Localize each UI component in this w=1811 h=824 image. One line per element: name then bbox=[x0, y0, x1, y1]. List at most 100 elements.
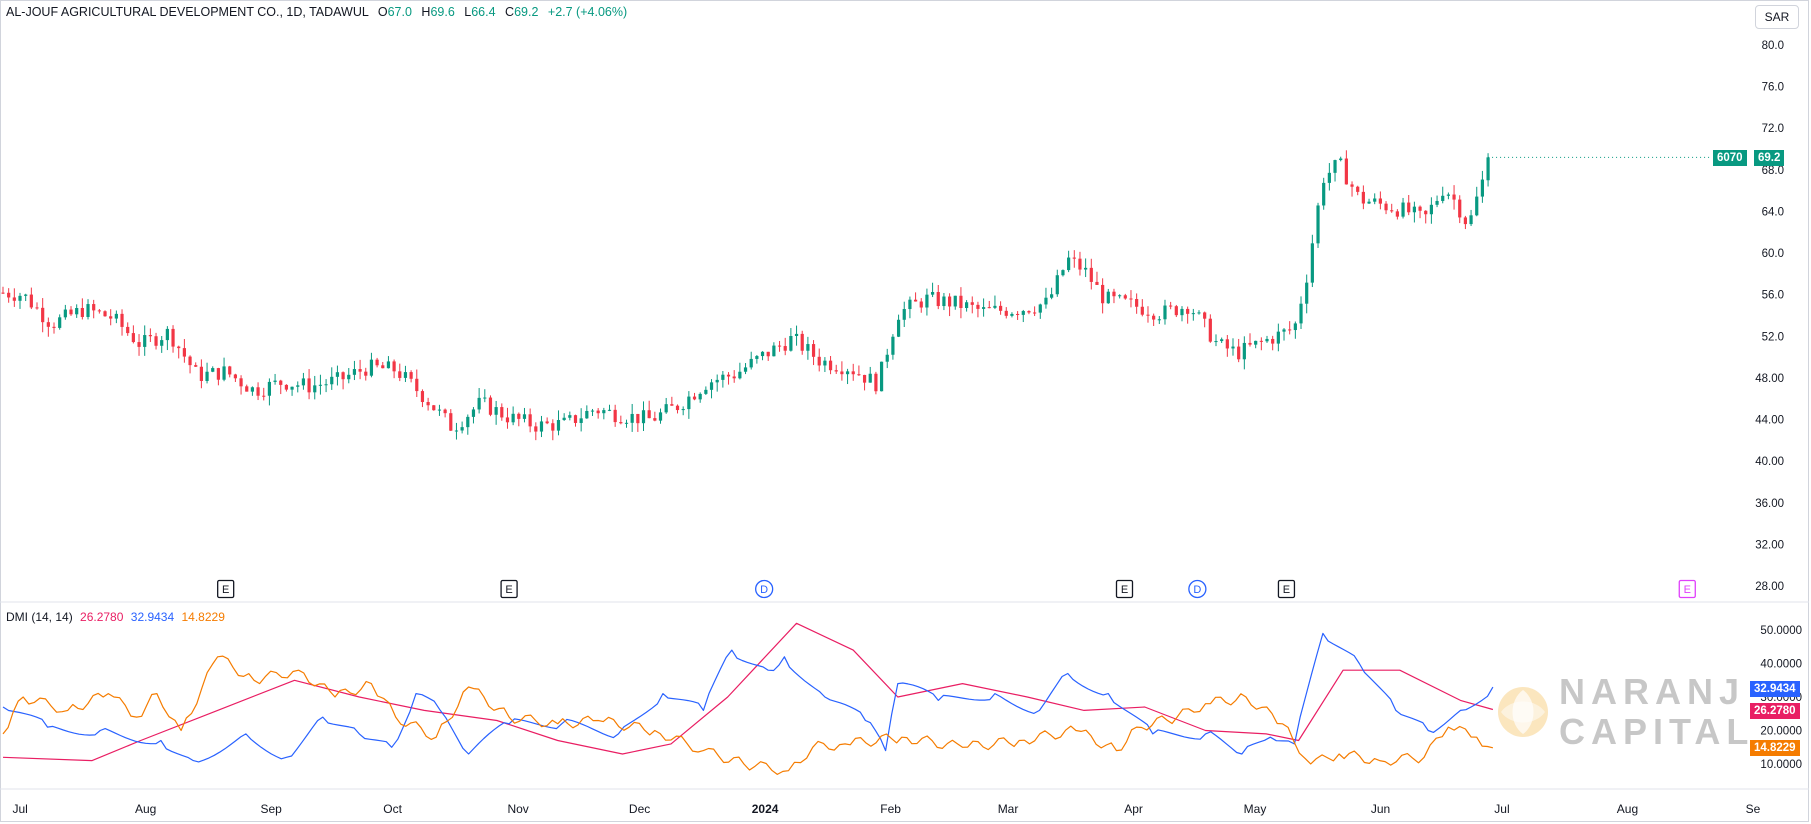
earnings-marker-label: E bbox=[222, 584, 229, 596]
candle-body bbox=[613, 409, 617, 423]
candle-body bbox=[165, 328, 169, 341]
candle-body bbox=[999, 305, 1003, 311]
candle-body bbox=[828, 360, 833, 371]
candle-body bbox=[46, 322, 50, 327]
time-axis-label: Jun bbox=[1371, 802, 1390, 816]
candle-body bbox=[534, 426, 538, 432]
dmi-legend[interactable]: DMI (14, 14) 26.2780 32.9434 14.8229 bbox=[6, 610, 225, 624]
candle-body bbox=[1123, 295, 1127, 299]
candle-body bbox=[636, 413, 640, 424]
candle-body bbox=[579, 418, 583, 423]
candle-body bbox=[1475, 196, 1479, 216]
dmi-name: DMI (14, 14) bbox=[6, 610, 73, 624]
candle-body bbox=[437, 409, 442, 411]
candle-body bbox=[675, 405, 680, 411]
candle-body bbox=[177, 346, 181, 349]
candle-body bbox=[1174, 306, 1178, 316]
currency-button[interactable]: SAR bbox=[1755, 5, 1799, 29]
candle-body bbox=[874, 373, 878, 392]
price-axis-tick: 52.0 bbox=[1762, 331, 1784, 343]
candle-body bbox=[891, 336, 895, 355]
candle-body bbox=[154, 336, 158, 346]
candle-body bbox=[454, 430, 459, 432]
candle-body bbox=[1106, 291, 1110, 304]
candle-body bbox=[687, 396, 691, 410]
candle-body bbox=[1118, 295, 1122, 297]
symbol-name[interactable]: AL-JOUF AGRICULTURAL DEVELOPMENT CO. bbox=[6, 5, 280, 19]
candle-body bbox=[1486, 157, 1490, 181]
candle-body bbox=[500, 407, 504, 418]
candle-body bbox=[1288, 329, 1292, 331]
candle-body bbox=[1390, 210, 1394, 212]
candle-body bbox=[392, 361, 396, 372]
watermark-line-1: NARANJ bbox=[1559, 671, 1746, 712]
candle-body bbox=[1395, 211, 1399, 217]
candle-body bbox=[1021, 311, 1025, 315]
candle-body bbox=[1169, 305, 1173, 307]
candle-body bbox=[471, 409, 476, 417]
candle-body bbox=[925, 294, 929, 308]
candle-body bbox=[86, 304, 90, 317]
candle-body bbox=[783, 346, 787, 351]
earnings-marker-icon bbox=[1115, 579, 1134, 599]
candle-body bbox=[324, 384, 328, 386]
price-axis-tick: 60.0 bbox=[1762, 248, 1784, 260]
candle-body bbox=[1344, 158, 1348, 185]
candle-body bbox=[432, 405, 436, 411]
price-axis-tick: 32.00 bbox=[1755, 539, 1784, 551]
candle-body bbox=[511, 413, 515, 423]
candle-body bbox=[245, 386, 249, 392]
candle-body bbox=[1401, 202, 1405, 217]
candle-body bbox=[789, 335, 793, 351]
candle-body bbox=[823, 360, 827, 366]
candle-body bbox=[160, 340, 164, 346]
candle-body bbox=[1424, 210, 1428, 215]
candle-body bbox=[641, 410, 646, 424]
candle-body bbox=[590, 410, 595, 412]
open-label: O bbox=[377, 5, 388, 19]
candle-body bbox=[562, 417, 566, 421]
candle-body bbox=[1333, 160, 1337, 173]
candle-body bbox=[528, 414, 532, 427]
price-axis-tick: 28.00 bbox=[1755, 581, 1784, 593]
candle-body bbox=[18, 295, 22, 301]
candle-body bbox=[488, 397, 493, 415]
candle-body bbox=[760, 351, 765, 357]
candle-body bbox=[330, 376, 334, 385]
candle-body bbox=[1367, 201, 1371, 204]
low-label: L bbox=[464, 5, 472, 19]
candle-body bbox=[1452, 194, 1456, 200]
candle-body bbox=[1055, 275, 1059, 295]
candle-body bbox=[862, 374, 867, 383]
candle-body bbox=[1016, 313, 1020, 315]
candle-body bbox=[12, 297, 16, 301]
candle-body bbox=[1384, 203, 1388, 211]
candle-body bbox=[902, 309, 906, 320]
candle-body bbox=[1242, 342, 1246, 360]
earnings-marker-label: E bbox=[505, 584, 512, 596]
candle-body bbox=[800, 333, 804, 351]
price-axis-tick: 80.0 bbox=[1762, 40, 1784, 52]
low-value: 66.4 bbox=[471, 5, 496, 19]
earnings-marker-icon bbox=[500, 579, 518, 599]
candle-body bbox=[420, 391, 425, 403]
candle-body bbox=[1010, 313, 1014, 316]
candle-body bbox=[721, 374, 725, 380]
candle-body bbox=[1446, 194, 1450, 196]
candle-body bbox=[284, 384, 289, 390]
candle-body bbox=[1441, 195, 1445, 201]
high-value: 69.6 bbox=[430, 5, 455, 19]
earnings-marker-label: E bbox=[1283, 584, 1290, 596]
dmi-adx-value: 26.2780 bbox=[80, 610, 124, 624]
candle-body bbox=[505, 417, 510, 423]
candle-body bbox=[313, 385, 317, 393]
candle-body bbox=[964, 302, 969, 309]
candle-body bbox=[1050, 294, 1054, 298]
candle-body bbox=[726, 374, 731, 377]
candle-body bbox=[834, 370, 838, 372]
candle-body bbox=[41, 307, 45, 323]
ticker-badge: 6070 bbox=[1713, 150, 1747, 166]
candle-body bbox=[279, 380, 283, 385]
candle-body bbox=[80, 307, 84, 317]
